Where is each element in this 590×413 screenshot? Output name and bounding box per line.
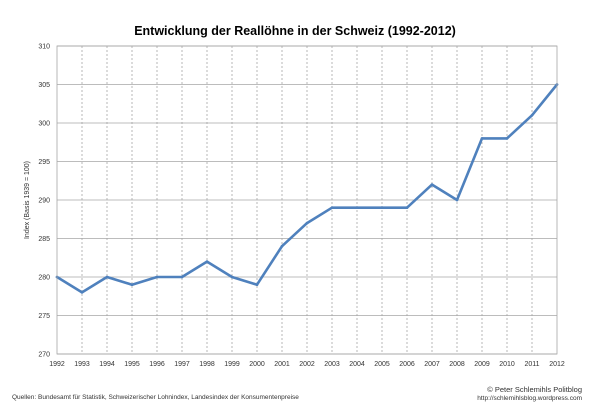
data-point xyxy=(305,221,309,225)
source-note: Quellen: Bundesamt für Statistik, Schwei… xyxy=(12,394,299,401)
y-tick-label: 275 xyxy=(38,313,50,320)
data-point xyxy=(105,275,109,279)
data-point xyxy=(505,137,509,140)
y-tick-label: 285 xyxy=(38,236,50,243)
plot-frame xyxy=(56,45,558,355)
x-tick-label: 2008 xyxy=(449,361,465,368)
x-tick-label: 1992 xyxy=(49,361,65,368)
credit-block: © Peter Schlemihls Politblog http://schl… xyxy=(477,385,582,403)
x-tick-label: 1993 xyxy=(74,361,90,368)
grid-lines xyxy=(57,45,557,355)
x-tick-label: 2001 xyxy=(274,361,290,368)
x-tick-label: 2007 xyxy=(424,361,440,368)
x-tick-label: 2006 xyxy=(399,361,415,368)
x-tick-label: 2002 xyxy=(299,361,315,368)
x-tick-label: 2012 xyxy=(549,361,565,368)
x-tick-label: 1994 xyxy=(99,361,115,368)
data-point xyxy=(430,183,434,186)
data-point xyxy=(255,283,259,287)
data-point xyxy=(405,206,409,209)
chart-title: Entwicklung der Reallöhne in der Schweiz… xyxy=(134,24,456,38)
data-point xyxy=(130,283,134,287)
y-tick-label: 295 xyxy=(38,159,50,166)
data-point xyxy=(480,137,484,140)
y-axis-label: Index (Basis 1939 = 100) xyxy=(24,161,31,239)
x-tick-label: 2010 xyxy=(499,361,515,368)
y-tick-label: 305 xyxy=(38,82,50,89)
x-tick-label: 2004 xyxy=(349,361,365,368)
blog-url: http://schlemihlsblog.wordpress.com xyxy=(477,394,582,402)
y-tick-label: 300 xyxy=(38,121,50,128)
data-point xyxy=(205,260,209,263)
x-tick-label: 2005 xyxy=(374,361,390,368)
data-point xyxy=(380,206,384,209)
data-point xyxy=(180,275,184,279)
x-tick-label: 2009 xyxy=(474,361,490,368)
x-tick-label: 1997 xyxy=(174,361,190,368)
x-tick-label: 1995 xyxy=(124,361,140,368)
x-tick-label: 2000 xyxy=(249,361,265,368)
y-tick-label: 290 xyxy=(38,198,50,205)
x-tick-label: 1999 xyxy=(224,361,240,368)
data-point xyxy=(80,291,84,294)
data-point xyxy=(155,275,159,279)
tick-labels: 270 275 280 285 290 295 300 305 310 1992 1993 1994 1… xyxy=(38,44,565,369)
data-point xyxy=(455,198,459,202)
x-tick-label: 2011 xyxy=(524,361,539,368)
data-point xyxy=(355,206,359,209)
x-tick-label: 1996 xyxy=(149,361,165,368)
x-tick-label: 2003 xyxy=(324,361,340,368)
y-tick-label: 310 xyxy=(38,44,50,51)
data-point xyxy=(280,244,284,248)
data-point xyxy=(530,114,534,117)
x-tick-label: 1998 xyxy=(199,361,215,368)
data-point xyxy=(230,275,234,279)
data-point xyxy=(330,206,334,209)
y-tick-label: 270 xyxy=(38,352,50,359)
copyright-text: © Peter Schlemihls Politblog xyxy=(487,385,582,394)
y-tick-label: 280 xyxy=(38,275,50,282)
